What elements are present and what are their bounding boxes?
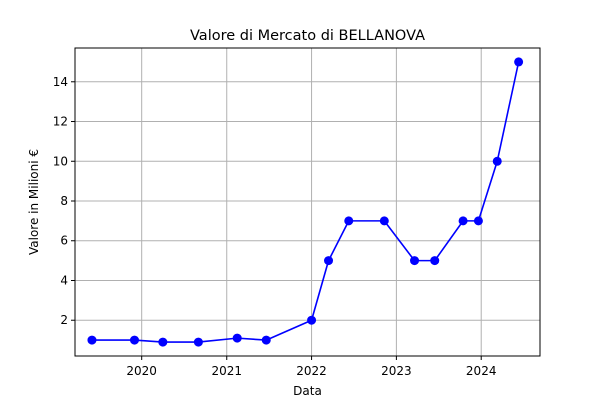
y-tick-label: 10 <box>53 154 68 168</box>
series-layer <box>87 57 524 347</box>
data-point <box>87 335 97 345</box>
series-line <box>91 61 520 343</box>
data-point <box>379 216 389 226</box>
x-tick-label: 2024 <box>466 364 497 378</box>
x-axis-label: Data <box>293 384 322 398</box>
y-axis-label: Valore in Milioni € <box>27 149 41 255</box>
data-point <box>430 256 440 266</box>
data-point <box>158 337 168 347</box>
y-tick-label: 14 <box>53 75 68 89</box>
x-tick-label: 2020 <box>126 364 157 378</box>
data-point <box>458 216 468 226</box>
data-point <box>344 216 354 226</box>
x-tick-label: 2021 <box>211 364 242 378</box>
data-point <box>193 337 203 347</box>
data-point <box>261 335 271 345</box>
ticks: 2020 2021 2022 2023 2024 2 4 6 8 10 12 14 <box>53 75 497 378</box>
data-point <box>307 315 317 325</box>
data-point <box>410 256 420 266</box>
data-point <box>129 335 139 345</box>
y-tick-label: 6 <box>60 234 68 248</box>
data-point <box>473 216 483 226</box>
y-tick-label: 4 <box>60 273 68 287</box>
chart-title: Valore di Mercato di BELLANOVA <box>190 28 425 44</box>
x-tick-label: 2023 <box>381 364 412 378</box>
y-tick-label: 8 <box>60 194 68 208</box>
x-tick-label: 2022 <box>296 364 327 378</box>
data-point <box>492 156 502 166</box>
y-tick-label: 12 <box>53 115 68 129</box>
data-point <box>324 256 334 266</box>
grid <box>75 48 540 356</box>
y-tick-label: 2 <box>60 313 68 327</box>
data-point <box>514 57 524 67</box>
data-point <box>232 333 242 343</box>
plot-frame <box>74 47 541 357</box>
